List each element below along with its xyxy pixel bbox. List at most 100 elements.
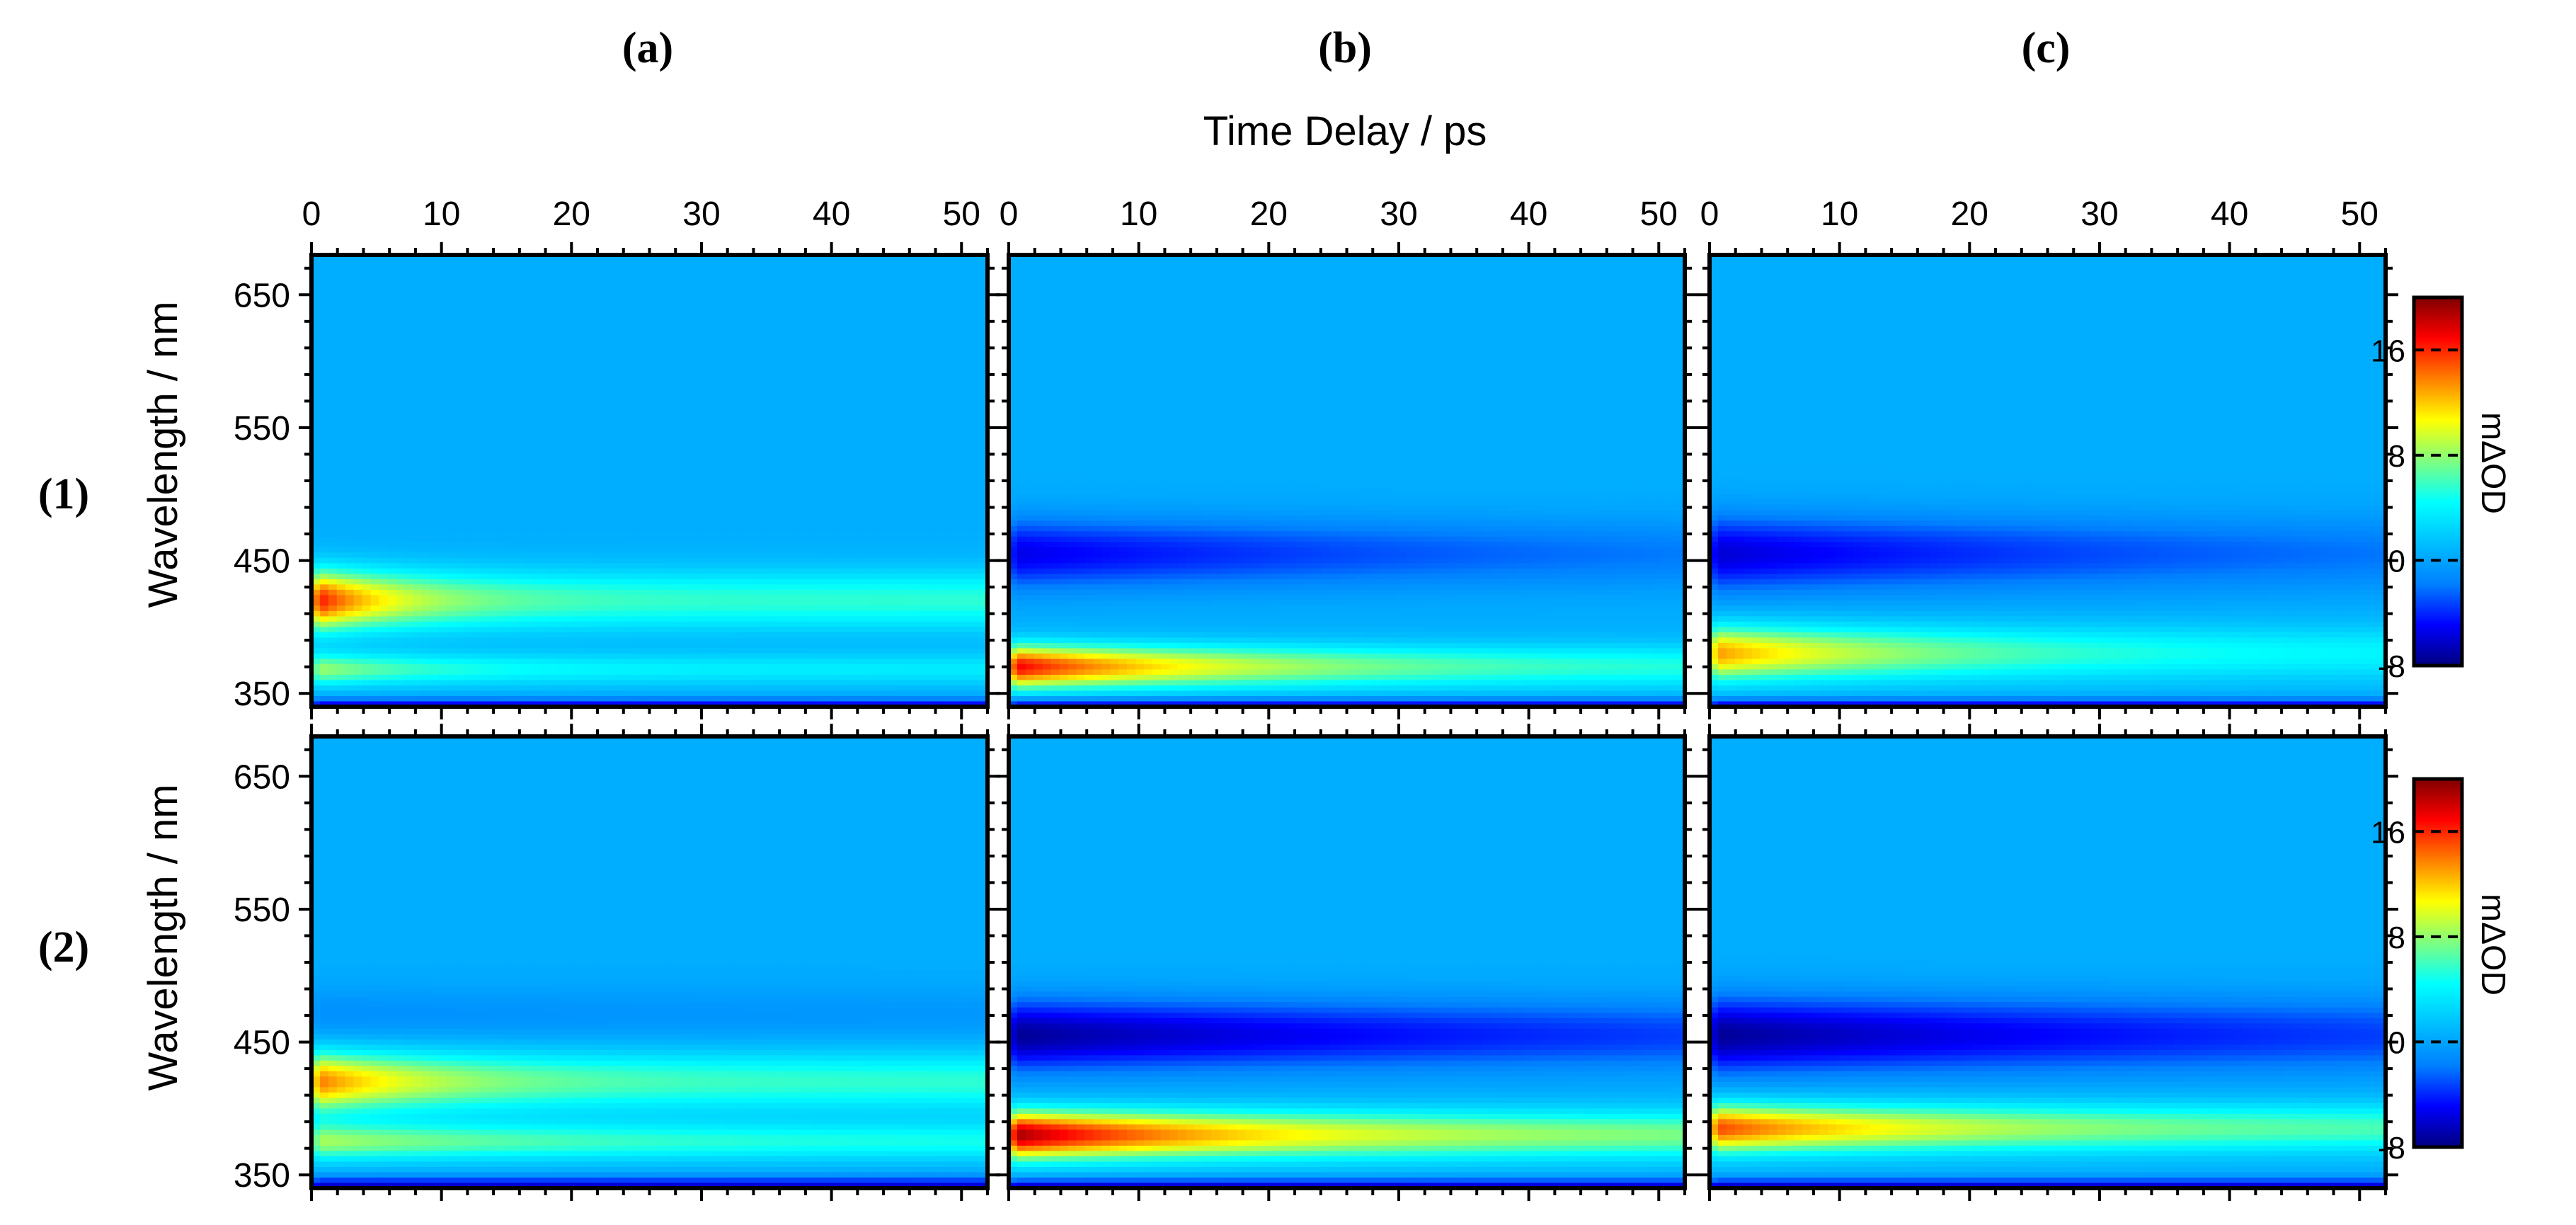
heatmap-cell	[615, 659, 625, 665]
heatmap-cell	[463, 478, 473, 484]
heatmap-cell	[776, 467, 786, 474]
heatmap-cell	[582, 680, 591, 686]
heatmap-cell	[590, 574, 600, 580]
heatmap-cell	[666, 621, 676, 628]
heatmap-cell	[370, 489, 380, 495]
heatmap-cell	[759, 266, 769, 272]
heatmap-cell	[793, 334, 803, 341]
heatmap-cell	[463, 467, 473, 474]
heatmap-cell	[454, 663, 464, 671]
heatmap-cell	[767, 393, 777, 399]
heatmap-cell	[776, 579, 786, 586]
heatmap-cell	[573, 472, 583, 479]
heatmap-cell	[675, 260, 685, 266]
heatmap-cell	[387, 297, 397, 304]
heatmap-cell	[725, 557, 735, 564]
heatmap-cell	[362, 255, 372, 261]
heatmap-cell	[311, 627, 321, 633]
heatmap-cell	[311, 605, 321, 612]
heatmap-cell	[539, 377, 549, 384]
heatmap-cell	[649, 345, 659, 352]
heatmap-cell	[750, 563, 760, 569]
heatmap-cell	[692, 419, 702, 426]
heatmap-cell	[658, 680, 668, 686]
heatmap-cell	[717, 483, 726, 490]
heatmap-cell	[776, 398, 786, 405]
heatmap-cell	[353, 324, 363, 330]
heatmap-cell	[413, 377, 423, 384]
heatmap-cell	[396, 377, 406, 384]
heatmap-cell	[598, 584, 608, 591]
heatmap-cell	[514, 430, 524, 437]
heatmap-cell	[641, 531, 651, 537]
heatmap-cell	[692, 446, 702, 452]
heatmap-cell	[488, 462, 498, 469]
heatmap-cell	[573, 674, 583, 681]
heatmap-cell	[379, 685, 389, 692]
heatmap-cell	[658, 579, 668, 586]
heatmap-cell	[522, 584, 532, 591]
heatmap-cell	[379, 414, 389, 421]
heatmap-cell	[539, 504, 549, 511]
heatmap-cell	[345, 334, 355, 341]
heatmap-cell	[793, 504, 803, 511]
heatmap-cell	[539, 270, 549, 277]
heatmap-cell	[641, 595, 651, 601]
heatmap-cell	[801, 510, 811, 516]
heatmap-cell	[675, 605, 685, 612]
heatmap-cell	[590, 621, 600, 628]
heatmap-cell	[793, 632, 803, 639]
heatmap-cell	[505, 674, 515, 681]
heatmap-cell	[649, 419, 659, 426]
heatmap-cell	[666, 568, 676, 575]
heatmap-cell	[767, 414, 777, 421]
heatmap-cell	[725, 398, 735, 405]
heatmap-cell	[776, 669, 786, 676]
heatmap-cell	[641, 472, 651, 479]
heatmap-cell	[438, 685, 447, 692]
heatmap-cell	[488, 504, 498, 511]
heatmap-cell	[421, 372, 431, 378]
heatmap-cell	[556, 680, 566, 686]
heatmap-cell	[454, 595, 464, 601]
panels-group	[311, 255, 2386, 1188]
heatmap-cell	[565, 308, 574, 314]
heatmap-cell	[370, 270, 380, 277]
heatmap-cell	[582, 324, 591, 330]
heatmap-cell	[649, 451, 659, 458]
heatmap-cell	[759, 446, 769, 452]
heatmap-cell	[548, 329, 558, 336]
heatmap-cell	[362, 409, 372, 416]
heatmap-cell	[353, 435, 363, 442]
heatmap-cell	[675, 642, 685, 649]
heatmap-cell	[733, 695, 743, 702]
heatmap-cell	[683, 281, 693, 287]
heatmap-cell	[556, 648, 566, 654]
heatmap-cell	[717, 319, 726, 325]
heatmap-cell	[362, 319, 372, 325]
heatmap-cell	[548, 366, 558, 373]
heatmap-cell	[649, 467, 659, 474]
heatmap-cell	[454, 382, 464, 389]
heatmap-cell	[733, 351, 743, 357]
heatmap-cell	[666, 260, 676, 266]
heatmap-cell	[709, 595, 718, 601]
heatmap-cell	[514, 621, 524, 628]
heatmap-cell	[430, 419, 439, 426]
heatmap-cell	[759, 579, 769, 586]
heatmap-cell	[658, 637, 668, 644]
heatmap-cell	[336, 605, 346, 612]
heatmap-cell	[615, 531, 625, 537]
heatmap-cell	[447, 340, 456, 346]
heatmap-cell	[767, 478, 777, 484]
heatmap-cell	[514, 610, 524, 617]
heatmap-cell	[573, 297, 583, 304]
heatmap-cell	[471, 302, 481, 309]
heatmap-cell	[801, 520, 811, 527]
heatmap-cell	[666, 382, 676, 389]
heatmap-cell	[438, 404, 447, 410]
heatmap-cell	[404, 409, 414, 416]
heatmap-cell	[733, 605, 743, 612]
heatmap-cell	[759, 451, 769, 458]
heatmap-cell	[539, 552, 549, 559]
